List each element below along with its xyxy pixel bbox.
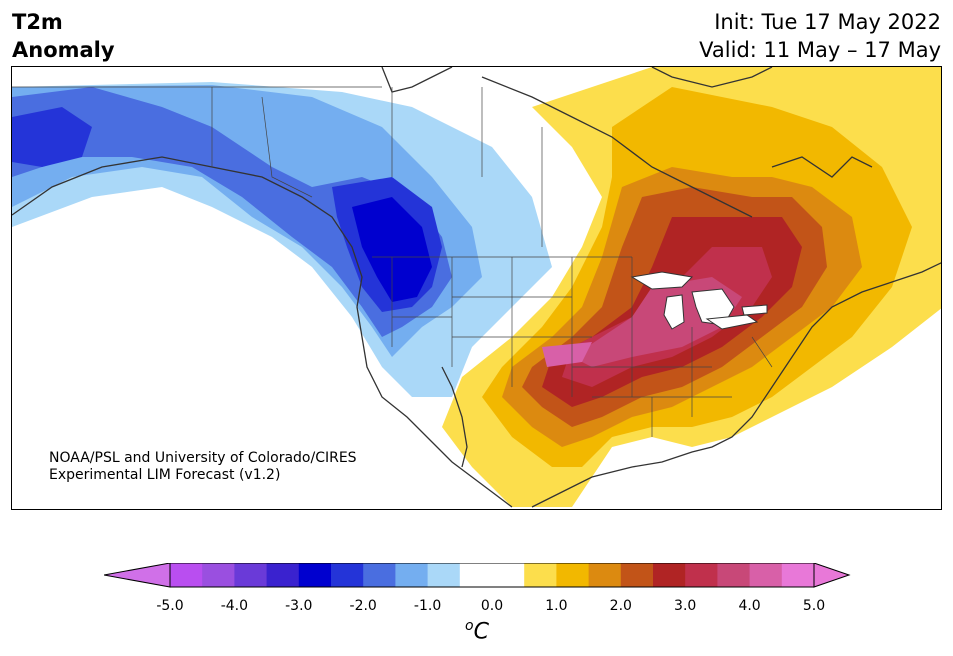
colorbar-tick-label: 3.0	[674, 598, 697, 614]
colorbar-cell	[202, 563, 235, 587]
colorbar-tick-label: 1.0	[545, 598, 568, 614]
colorbar-cell	[266, 563, 300, 587]
colorbar-tick-label: 4.0	[738, 598, 761, 614]
title-field: Anomaly	[12, 38, 115, 62]
colorbar-cell	[459, 563, 493, 587]
political-borders	[12, 86, 773, 437]
colorbar-tick-label: 2.0	[609, 598, 632, 614]
forecast-dates: Init: Tue 17 May 2022 Valid: 11 May – 17…	[699, 8, 941, 64]
coastlines	[12, 67, 941, 508]
anomaly-map	[11, 66, 942, 510]
colorbar-cell	[620, 563, 654, 587]
colorbar-cell	[653, 563, 686, 587]
colorbar-tick-label: -5.0	[156, 598, 184, 614]
colorbar	[104, 563, 851, 588]
colorbar-cell	[331, 563, 364, 587]
colorbar-cell	[556, 563, 590, 587]
colorbar-cells	[170, 563, 815, 587]
credit-line-2: Experimental LIM Forecast (v1.2)	[49, 467, 281, 483]
colorbar-cell	[363, 563, 396, 587]
colorbar-cell	[685, 563, 718, 587]
unit-letter: C	[473, 619, 489, 645]
colorbar-cell	[524, 563, 557, 587]
colorbar-over-triangle	[813, 563, 851, 588]
colorbar-cell	[749, 563, 783, 587]
map-title: T2m Anomaly	[12, 8, 115, 64]
colorbar-cell	[588, 563, 622, 587]
unit-superscript: o	[465, 618, 474, 634]
colorbar-cell	[395, 563, 429, 587]
colorbar-cell	[298, 563, 332, 587]
colorbar-tick-label: 5.0	[802, 598, 826, 614]
colorbar-under-triangle	[104, 563, 171, 588]
cold-anomaly-region	[12, 82, 552, 397]
colorbar-unit: oC	[460, 618, 494, 644]
colorbar-cell	[234, 563, 268, 587]
colorbar-cell	[492, 563, 525, 587]
valid-range: Valid: 11 May – 17 May	[699, 38, 941, 62]
great-lakes	[630, 271, 768, 330]
colorbar-cell	[781, 563, 815, 587]
colorbar-cell	[717, 563, 751, 587]
colorbar-tick-label: -3.0	[285, 598, 313, 614]
init-date: Init: Tue 17 May 2022	[714, 10, 941, 34]
colorbar-cell	[427, 563, 461, 587]
colorbar-cell	[170, 563, 203, 587]
colorbar-tick-label: 0.0	[480, 598, 504, 614]
colorbar-tick-label: -2.0	[349, 598, 377, 614]
title-variable: T2m	[12, 10, 63, 34]
credit-text: NOAA/PSL and University of Colorado/CIRE…	[49, 450, 357, 484]
colorbar-tick-label: -1.0	[413, 598, 442, 614]
map-canvas	[12, 67, 941, 508]
credit-line-1: NOAA/PSL and University of Colorado/CIRE…	[49, 450, 357, 466]
colorbar-tick-label: -4.0	[220, 598, 249, 614]
colorbar-outline	[169, 563, 815, 588]
